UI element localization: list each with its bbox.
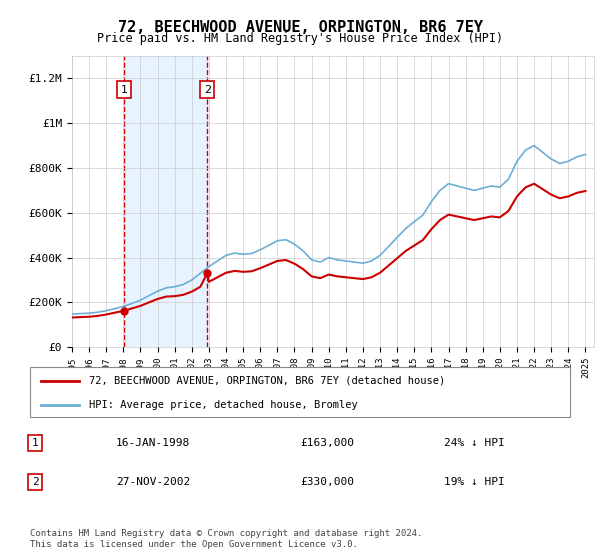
Text: 1: 1 — [32, 438, 38, 448]
Text: HPI: Average price, detached house, Bromley: HPI: Average price, detached house, Brom… — [89, 400, 358, 409]
Text: 19% ↓ HPI: 19% ↓ HPI — [444, 477, 505, 487]
Text: 1: 1 — [121, 85, 128, 95]
Text: 16-JAN-1998: 16-JAN-1998 — [116, 438, 190, 448]
FancyBboxPatch shape — [30, 367, 570, 417]
Text: 2: 2 — [203, 85, 211, 95]
Text: 72, BEECHWOOD AVENUE, ORPINGTON, BR6 7EY (detached house): 72, BEECHWOOD AVENUE, ORPINGTON, BR6 7EY… — [89, 376, 446, 386]
Text: Contains HM Land Registry data © Crown copyright and database right 2024.
This d: Contains HM Land Registry data © Crown c… — [30, 529, 422, 549]
Text: 2: 2 — [32, 477, 38, 487]
Text: Price paid vs. HM Land Registry's House Price Index (HPI): Price paid vs. HM Land Registry's House … — [97, 32, 503, 45]
Text: 27-NOV-2002: 27-NOV-2002 — [116, 477, 190, 487]
Text: 72, BEECHWOOD AVENUE, ORPINGTON, BR6 7EY: 72, BEECHWOOD AVENUE, ORPINGTON, BR6 7EY — [118, 20, 482, 35]
Bar — [124, 56, 207, 347]
Text: 24% ↓ HPI: 24% ↓ HPI — [444, 438, 505, 448]
Text: £163,000: £163,000 — [300, 438, 354, 448]
Text: £330,000: £330,000 — [300, 477, 354, 487]
